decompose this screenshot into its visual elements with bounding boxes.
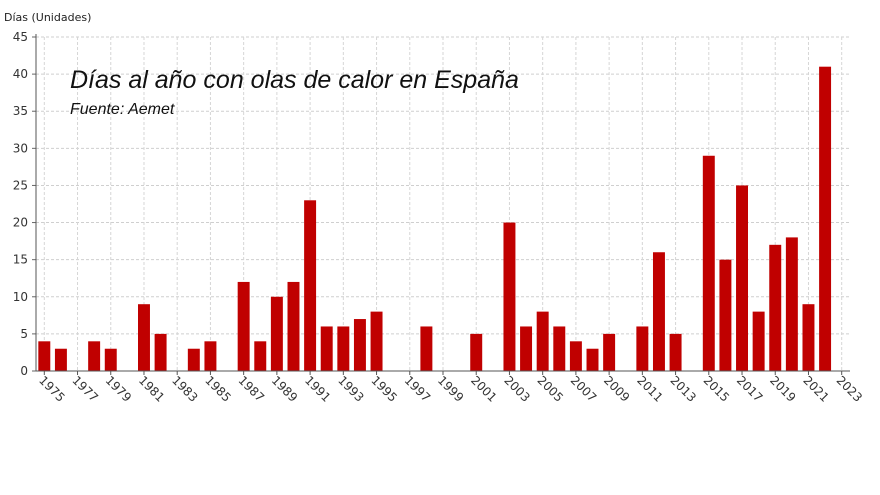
bar-2006 [553, 326, 566, 371]
x-tick-label: 2011 [634, 373, 665, 404]
bar-1979 [104, 348, 117, 371]
chart-subtitle: Fuente: Aemet [70, 101, 175, 118]
bar-1982 [154, 333, 167, 371]
x-tick-label: 2009 [601, 373, 632, 404]
bar-2016 [719, 259, 732, 371]
bar-2004 [520, 326, 533, 371]
x-tick-label: 2017 [734, 373, 765, 404]
bars [38, 66, 832, 371]
x-tick-label: 1987 [236, 373, 267, 404]
bar-2008 [586, 348, 599, 371]
y-tick-label: 15 [13, 253, 28, 267]
x-tick-label: 1981 [136, 373, 167, 404]
axes [32, 34, 850, 375]
y-tick-label: 25 [13, 178, 28, 192]
x-tick-label: 1991 [302, 373, 333, 404]
bar-1994 [353, 319, 366, 371]
bar-2017 [736, 185, 749, 371]
x-tick-label: 1977 [69, 373, 100, 404]
bar-1981 [137, 304, 150, 371]
y-tick-label: 20 [13, 216, 28, 230]
y-tick-label: 0 [20, 364, 28, 378]
x-tick-label: 1983 [169, 373, 200, 404]
x-tick-label: 2023 [834, 373, 865, 404]
x-tick-label: 1979 [103, 373, 134, 404]
x-tick-label: 1995 [368, 373, 399, 404]
x-tick-labels: 1975 1977 1979 1981 1983 1985 1987 1989 1991 1993… [36, 373, 865, 404]
x-tick-label: 2007 [568, 373, 599, 404]
bar-1993 [337, 326, 350, 371]
y-tick-label: 45 [13, 30, 28, 44]
bar-2015 [702, 155, 715, 371]
bar-2019 [769, 244, 782, 371]
bar-2013 [669, 333, 682, 371]
x-tick-label: 2013 [667, 373, 698, 404]
x-tick-label: 1975 [36, 373, 67, 404]
bar-2005 [536, 311, 549, 371]
chart-title: Días al año con olas de calor en España [70, 66, 519, 94]
bar-2020 [785, 237, 798, 371]
bar-2007 [569, 341, 582, 371]
bar-1978 [88, 341, 101, 371]
bar-2021 [802, 304, 815, 371]
bar-1987 [237, 281, 250, 371]
bar-2001 [470, 333, 483, 371]
bar-1990 [287, 281, 300, 371]
x-tick-label: 1989 [269, 373, 300, 404]
x-tick-label: 1999 [435, 373, 466, 404]
x-tick-label: 1985 [202, 373, 233, 404]
y-tick-label: 10 [13, 290, 28, 304]
bar-1984 [187, 348, 200, 371]
bar-1985 [204, 341, 217, 371]
bar-2018 [752, 311, 765, 371]
x-tick-label: 1993 [335, 373, 366, 404]
y-tick-labels: 0 5 10 15 20 25 30 35 40 45 [13, 30, 28, 378]
bar-2003 [503, 222, 516, 371]
bar-2022 [819, 66, 832, 371]
x-tick-label: 2021 [800, 373, 831, 404]
bar-2009 [603, 333, 616, 371]
bar-1988 [254, 341, 267, 371]
bar-2012 [652, 252, 665, 371]
bar-1995 [370, 311, 383, 371]
y-tick-label: 40 [13, 67, 28, 81]
bar-1998 [420, 326, 433, 371]
x-tick-label: 2015 [701, 373, 732, 404]
x-tick-label: 2019 [767, 373, 798, 404]
y-tick-label: 35 [13, 104, 28, 118]
bar-1989 [270, 296, 283, 371]
bar-1975 [38, 341, 51, 371]
bar-1991 [304, 200, 317, 371]
bar-2011 [636, 326, 649, 371]
x-tick-label: 2001 [468, 373, 499, 404]
y-tick-label: 30 [13, 141, 28, 155]
x-tick-label: 1997 [402, 373, 433, 404]
x-tick-label: 2003 [501, 373, 532, 404]
y-tick-label: 5 [20, 327, 28, 341]
bar-1976 [54, 348, 67, 371]
y-axis-label: Días (Unidades) [4, 11, 92, 24]
x-tick-label: 2005 [535, 373, 566, 404]
bar-1992 [320, 326, 333, 371]
